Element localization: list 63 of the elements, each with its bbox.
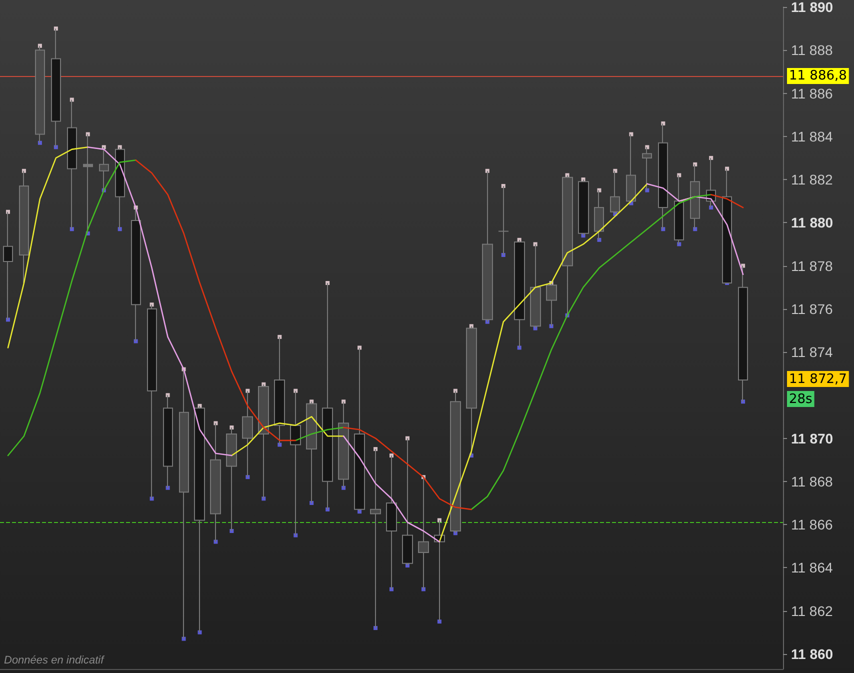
candlestick bbox=[274, 336, 285, 446]
candlestick bbox=[466, 326, 477, 456]
y-tick-label: 11 884 bbox=[791, 128, 833, 144]
candlestick bbox=[418, 476, 429, 590]
candlestick bbox=[658, 122, 668, 230]
ref-line-label: 11 886,8 bbox=[789, 68, 847, 84]
candlestick bbox=[19, 170, 29, 284]
candlestick bbox=[51, 28, 61, 148]
y-tick-label: 11 888 bbox=[791, 42, 833, 58]
y-tick-label: 11 880 bbox=[791, 214, 834, 231]
candlestick bbox=[99, 146, 109, 191]
candlestick bbox=[594, 190, 604, 240]
y-tick-label: 11 860 bbox=[791, 646, 834, 662]
candlestick bbox=[578, 179, 589, 236]
candlestick bbox=[322, 282, 333, 510]
candlestick bbox=[210, 422, 221, 542]
candlestick bbox=[258, 384, 269, 500]
candlestick bbox=[131, 207, 141, 342]
candlestick bbox=[115, 146, 125, 230]
y-tick-label: 11 890 bbox=[791, 0, 834, 15]
y-tick-label: 11 868 bbox=[791, 473, 833, 490]
candlestick bbox=[242, 390, 253, 478]
candlestick bbox=[722, 168, 732, 284]
y-tick-label: 11 882 bbox=[791, 172, 833, 188]
y-tick-label: 11 874 bbox=[791, 344, 833, 360]
candlestick bbox=[3, 211, 13, 320]
y-tick-label: 11 876 bbox=[791, 300, 833, 317]
candlestick bbox=[290, 390, 301, 536]
candlestick bbox=[626, 134, 636, 204]
candlestick bbox=[690, 164, 700, 230]
y-tick-label: 11 866 bbox=[791, 516, 833, 533]
candlestick bbox=[514, 239, 525, 348]
candlestick bbox=[67, 99, 77, 230]
candlestick bbox=[562, 174, 573, 316]
candlestick bbox=[498, 185, 509, 256]
candlestick bbox=[306, 401, 317, 504]
candlestick bbox=[354, 347, 365, 512]
candlestick bbox=[179, 368, 189, 640]
candlestick bbox=[482, 170, 493, 322]
candlestick bbox=[83, 134, 93, 234]
candlestick bbox=[386, 455, 397, 590]
y-tick-label: 11 886 bbox=[791, 85, 833, 102]
candlestick bbox=[546, 282, 557, 327]
y-tick-label: 11 870 bbox=[791, 430, 834, 446]
candlestick bbox=[530, 244, 541, 329]
candlestick bbox=[370, 448, 381, 629]
annotation: Données en indicatif bbox=[4, 654, 105, 666]
text: 28s bbox=[789, 392, 813, 408]
candlestick bbox=[35, 45, 45, 144]
candlestick bbox=[434, 520, 445, 622]
candlestick bbox=[450, 390, 461, 534]
candlestick bbox=[147, 304, 157, 500]
candlestick bbox=[402, 438, 413, 566]
candlestick bbox=[194, 405, 205, 633]
candlestick bbox=[642, 146, 652, 191]
y-tick-label: 11 878 bbox=[791, 258, 833, 274]
y-tick-label: 11 862 bbox=[791, 602, 833, 619]
y-tick-label: 11 864 bbox=[791, 560, 833, 576]
candlestick bbox=[738, 265, 748, 402]
candlestick bbox=[674, 174, 684, 245]
text: 11 872,7 bbox=[789, 372, 847, 388]
candlestick bbox=[338, 401, 349, 488]
candlestick bbox=[163, 394, 173, 488]
